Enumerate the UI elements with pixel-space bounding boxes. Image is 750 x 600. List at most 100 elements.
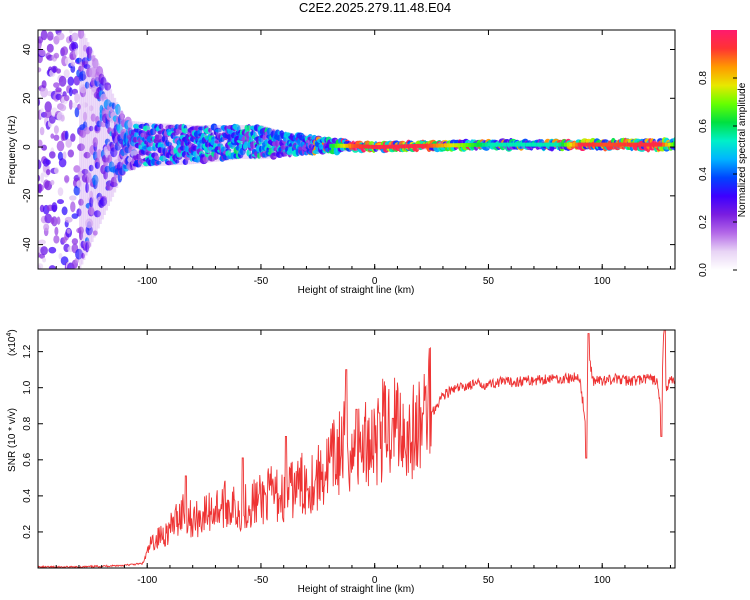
spectrogram-cell	[246, 125, 251, 132]
spectrogram-line-cell	[594, 142, 597, 147]
snr-x-label: Height of straight line (km)	[298, 584, 415, 595]
spectrogram-cell	[81, 168, 89, 175]
spectrogram-cell	[71, 213, 79, 219]
spectrogram-line-cell	[550, 142, 554, 147]
spectrogram-line-cell	[476, 142, 480, 147]
spectrogram-cell	[88, 164, 94, 172]
spectrogram-line-cell	[432, 143, 436, 148]
spectrogram-halo	[218, 125, 221, 162]
spectrogram-cell	[61, 206, 68, 216]
y-tick-label: 0	[22, 144, 33, 150]
spectrogram-line-cell	[446, 143, 450, 148]
snr-x-axis: -100 -50 0 50 100	[55, 330, 671, 586]
spectrogram-cell	[175, 159, 180, 164]
y-tick-label: -40	[22, 237, 33, 252]
spectrogram-cell	[56, 68, 61, 74]
spectrogram-cell	[83, 111, 88, 122]
snr-panel: -100 -50 0 50 100 0.2 0.4 0.6 0.8 1.0 1.2 Height …	[6, 329, 676, 595]
spectrogram-line-cell	[452, 143, 455, 148]
spectrogram-halo	[175, 124, 178, 166]
spectrogram-halo	[253, 125, 256, 160]
spectrogram-halo	[150, 122, 153, 167]
spectrogram-line-cell	[577, 142, 581, 147]
spectrogram-halo	[99, 67, 102, 225]
spectrogram-line-cell	[422, 143, 425, 148]
spectrogram-cell	[70, 61, 76, 67]
spectrogram-cell	[92, 58, 99, 69]
snr-scale-label: (x104)	[6, 329, 18, 356]
spectrogram-cell	[44, 180, 53, 191]
y-tick-label: 0.2	[22, 525, 33, 539]
spectrogram-cell	[76, 57, 82, 64]
spectrogram-line-cell	[651, 142, 655, 147]
colorbar-gradient	[711, 30, 737, 270]
spectrogram-x-axis: -100 -50 0 50 100	[55, 30, 671, 287]
spectrogram-y-label: Frequency (Hz)	[7, 116, 18, 185]
spectrogram-line-cell	[424, 143, 428, 148]
colorbar-label: Normalized spectral amplitude	[737, 82, 748, 217]
spectrogram-line-cell	[465, 143, 469, 147]
spectrogram-halo	[87, 42, 90, 252]
spectrogram-cell	[89, 190, 94, 200]
spectrogram-cell	[77, 103, 81, 110]
colorbar-tick-label: 0.4	[698, 167, 709, 181]
spectrogram-line-cell	[520, 142, 524, 147]
colorbar-tick-label: 0.8	[698, 71, 709, 85]
spectrogram-cell	[111, 102, 116, 110]
spectrogram-line-cell	[654, 142, 657, 147]
spectrogram-line-cell	[569, 142, 573, 147]
spectrogram-cell	[40, 86, 49, 98]
spectrogram-cell	[68, 30, 73, 34]
spectrogram-cell	[89, 105, 94, 112]
spectrogram-cell	[44, 213, 52, 224]
spectrogram-cell	[88, 205, 94, 216]
spectrogram-line-cell	[356, 144, 360, 149]
spectrogram-line-cell	[337, 143, 341, 148]
spectrogram-halo	[199, 125, 203, 164]
spectrogram-line-cell	[342, 143, 346, 148]
spectrogram-cell	[86, 48, 92, 59]
spectrogram-cell	[55, 87, 62, 93]
spectrogram-cell	[92, 137, 99, 148]
spectrogram-frame	[37, 29, 676, 270]
spectrogram-x-label: Height of straight line (km)	[298, 285, 415, 296]
spectrogram-line-cell	[501, 142, 504, 147]
y-tick-label: 40	[22, 44, 33, 56]
x-tick-label: 50	[483, 276, 495, 287]
spectrogram-cell	[66, 228, 71, 234]
spectrogram-cell	[64, 216, 73, 223]
snr-line	[38, 330, 675, 568]
spectrogram-halo	[81, 30, 84, 265]
spectrogram-halo	[101, 72, 104, 220]
spectrogram-line-cell	[580, 142, 584, 147]
colorbar-tick-label: 0.0	[698, 263, 709, 277]
spectrogram-cell	[38, 174, 41, 182]
spectrogram-line-cell	[645, 142, 649, 147]
spectrogram-line-cell	[509, 142, 513, 147]
spectrogram-line-cell	[512, 142, 515, 147]
spectrogram-cell	[83, 127, 91, 135]
spectrogram-line-cell	[484, 142, 488, 147]
spectrogram-cell	[90, 113, 96, 122]
spectrogram-halo	[224, 125, 227, 161]
spectrogram-line-cell	[558, 142, 562, 147]
spectrogram-cell	[53, 134, 60, 141]
spectrogram-line-cell	[553, 142, 556, 147]
spectrogram-cell	[68, 99, 73, 110]
spectrogram-cell	[38, 183, 42, 194]
spectrogram-heatmap	[38, 30, 675, 269]
spectrogram-cell	[154, 155, 160, 160]
spectrogram-line-cell	[364, 144, 368, 149]
spectrogram-cell	[100, 76, 107, 86]
spectrogram-line-cell	[643, 142, 646, 147]
spectrogram-line-cell	[534, 142, 537, 147]
spectrogram-cell	[96, 120, 103, 128]
colorbar-ticks: 0.0 0.2 0.4 0.6 0.8	[698, 71, 737, 277]
spectrogram-line-cell	[618, 142, 622, 147]
spectrogram-halo	[95, 59, 98, 234]
spectrogram-cell	[40, 30, 48, 41]
spectrogram-line-cell	[613, 142, 616, 147]
spectrogram-line-cell	[331, 143, 335, 148]
spectrogram-line-cell	[585, 142, 589, 147]
spectrogram-line-cell	[624, 142, 627, 147]
